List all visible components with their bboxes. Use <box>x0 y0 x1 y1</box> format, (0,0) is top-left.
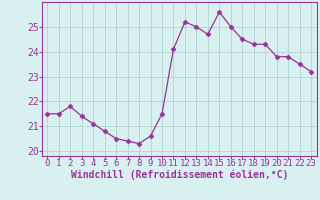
X-axis label: Windchill (Refroidissement éolien,°C): Windchill (Refroidissement éolien,°C) <box>70 169 288 180</box>
